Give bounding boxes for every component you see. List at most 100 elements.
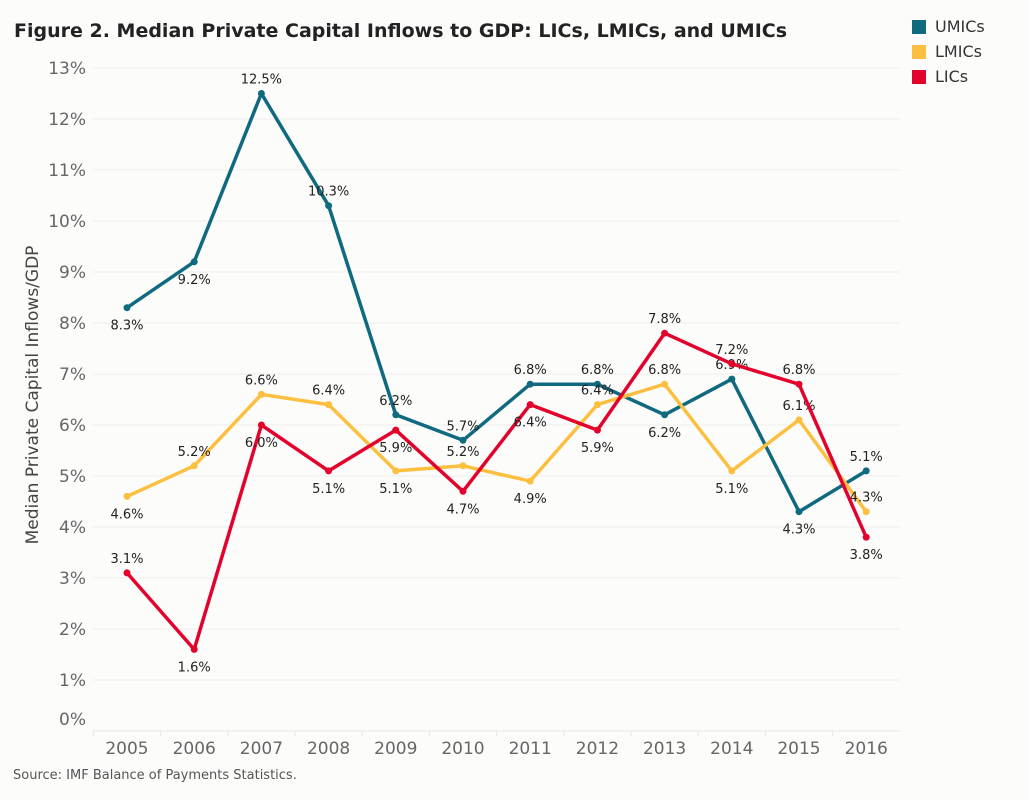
data-label: 4.7% bbox=[446, 502, 479, 517]
data-point bbox=[795, 508, 803, 516]
series-line-umics bbox=[126, 91, 868, 514]
data-point bbox=[123, 304, 131, 312]
data-label: 4.3% bbox=[782, 523, 815, 538]
legend: UMICs LMICs LICs bbox=[912, 14, 985, 89]
data-point bbox=[325, 401, 333, 409]
x-tick-label: 2006 bbox=[173, 739, 216, 759]
data-point bbox=[459, 436, 467, 444]
data-label: 7.2% bbox=[715, 343, 748, 358]
data-label: 5.7% bbox=[446, 419, 479, 434]
y-tick-label: 10% bbox=[48, 212, 86, 232]
legend-item-lmics: LMICs bbox=[912, 39, 985, 64]
data-label: 3.8% bbox=[850, 548, 883, 563]
data-point bbox=[661, 329, 669, 337]
data-label: 8.3% bbox=[110, 319, 143, 334]
y-tick-label: 6% bbox=[59, 416, 86, 436]
data-point bbox=[593, 426, 601, 434]
data-label: 5.9% bbox=[379, 441, 412, 456]
data-point bbox=[325, 202, 333, 210]
data-point bbox=[257, 90, 265, 97]
data-label: 6.8% bbox=[648, 363, 681, 378]
data-label: 5.1% bbox=[715, 482, 748, 497]
source-note: Source: IMF Balance of Payments Statisti… bbox=[13, 768, 297, 783]
data-label: 6.8% bbox=[514, 363, 547, 378]
x-tick-label: 2007 bbox=[240, 739, 283, 759]
legend-swatch bbox=[912, 44, 926, 59]
data-point bbox=[459, 487, 467, 495]
data-point bbox=[795, 416, 803, 424]
data-label: 4.3% bbox=[850, 491, 883, 506]
legend-item-lics: LICs bbox=[912, 64, 985, 89]
data-label: 6.8% bbox=[581, 363, 614, 378]
y-tick-label: 2% bbox=[59, 620, 86, 640]
data-point bbox=[459, 462, 467, 470]
legend-label: UMICs bbox=[935, 17, 985, 36]
y-tick-label: 9% bbox=[59, 263, 86, 283]
data-label: 5.1% bbox=[379, 482, 412, 497]
legend-swatch bbox=[912, 69, 926, 84]
data-point bbox=[123, 492, 131, 500]
x-tick-label: 2012 bbox=[576, 739, 619, 759]
x-tick-label: 2014 bbox=[710, 739, 753, 759]
data-point bbox=[526, 380, 534, 388]
data-label: 9.2% bbox=[178, 273, 211, 288]
data-point bbox=[526, 401, 534, 409]
data-point bbox=[392, 411, 400, 419]
data-point bbox=[795, 380, 803, 388]
data-label: 6.2% bbox=[648, 426, 681, 441]
data-label: 4.9% bbox=[514, 492, 547, 507]
data-point bbox=[728, 375, 736, 383]
x-tick-label: 2013 bbox=[643, 739, 686, 759]
data-point bbox=[862, 467, 870, 475]
data-point bbox=[661, 380, 669, 388]
chart-title: Figure 2. Median Private Capital Inflows… bbox=[14, 20, 788, 42]
data-label: 5.9% bbox=[581, 441, 614, 456]
data-point bbox=[257, 390, 265, 398]
x-tick-label: 2015 bbox=[777, 739, 820, 759]
data-label: 6.6% bbox=[245, 373, 278, 388]
data-label: 6.8% bbox=[782, 363, 815, 378]
data-label: 5.2% bbox=[446, 445, 479, 460]
data-point bbox=[661, 411, 669, 419]
data-point bbox=[728, 467, 736, 475]
y-tick-label: 4% bbox=[59, 518, 86, 538]
data-point bbox=[593, 380, 601, 388]
y-tick-label: 11% bbox=[48, 161, 86, 181]
data-point bbox=[862, 533, 870, 541]
x-tick-label: 2005 bbox=[105, 739, 148, 759]
data-point bbox=[123, 569, 131, 577]
y-tick-label: 1% bbox=[59, 671, 86, 691]
data-label: 7.8% bbox=[648, 312, 681, 327]
data-label: 5.2% bbox=[178, 445, 211, 460]
data-label: 4.6% bbox=[110, 507, 143, 522]
series-line-lmics bbox=[126, 382, 868, 513]
data-label: 5.1% bbox=[312, 482, 345, 497]
legend-swatch bbox=[912, 19, 926, 34]
data-label: 6.4% bbox=[581, 384, 614, 399]
x-tick-label: 2008 bbox=[307, 739, 350, 759]
data-label: 10.3% bbox=[308, 185, 349, 200]
data-point bbox=[593, 401, 601, 409]
data-point bbox=[190, 462, 198, 470]
data-label: 3.1% bbox=[110, 552, 143, 567]
data-point bbox=[526, 477, 534, 485]
y-tick-label: 0% bbox=[59, 710, 86, 730]
y-tick-label: 7% bbox=[59, 365, 86, 385]
data-point bbox=[728, 360, 736, 368]
y-tick-label: 3% bbox=[59, 569, 86, 589]
data-point bbox=[257, 421, 265, 429]
y-tick-label: 13% bbox=[48, 59, 86, 79]
y-tick-label: 8% bbox=[59, 314, 86, 334]
y-tick-label: 12% bbox=[48, 110, 86, 130]
x-tick-label: 2009 bbox=[374, 739, 417, 759]
data-point bbox=[392, 426, 400, 434]
legend-item-umics: UMICs bbox=[912, 14, 985, 39]
x-tick-label: 2016 bbox=[845, 739, 888, 759]
series-line-lics bbox=[125, 331, 868, 652]
y-tick-label: 5% bbox=[59, 467, 86, 487]
data-label: 6.4% bbox=[514, 416, 547, 431]
data-label: 5.1% bbox=[850, 450, 883, 465]
data-label: 1.6% bbox=[178, 660, 211, 675]
